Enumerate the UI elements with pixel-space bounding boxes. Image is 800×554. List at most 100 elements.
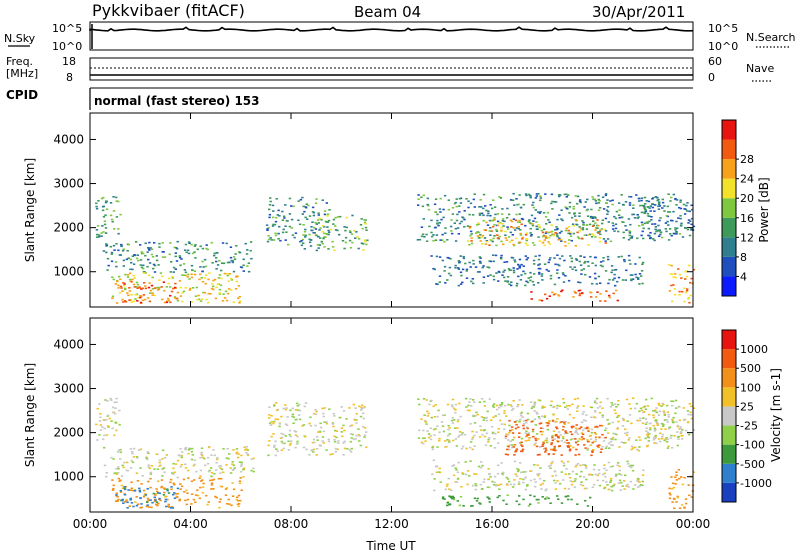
data-cell — [505, 415, 508, 417]
data-cell — [562, 464, 566, 467]
data-cell — [493, 447, 497, 449]
data-cell — [478, 212, 482, 215]
data-cell — [543, 415, 547, 417]
data-cell — [628, 234, 631, 237]
data-cell — [638, 481, 641, 483]
data-cell — [541, 496, 544, 498]
data-cell — [622, 442, 626, 444]
data-cell — [604, 447, 608, 449]
data-cell — [514, 219, 518, 222]
data-cell — [593, 401, 597, 404]
data-cell — [473, 401, 476, 403]
data-cell — [446, 239, 449, 241]
data-cell — [426, 415, 430, 417]
data-cell — [284, 225, 287, 227]
data-cell — [644, 210, 648, 213]
data-cell — [649, 210, 652, 212]
data-cell — [316, 244, 320, 246]
data-cell — [193, 463, 196, 466]
data-cell — [617, 256, 620, 258]
data-cell — [588, 233, 592, 236]
data-cell — [186, 276, 189, 278]
data-cell — [543, 244, 546, 247]
data-cell — [122, 282, 125, 284]
data-cell — [677, 438, 680, 440]
data-cell — [363, 406, 366, 408]
data-cell — [343, 429, 346, 432]
data-cell — [500, 229, 503, 232]
data-cell — [672, 276, 675, 278]
data-cell — [267, 226, 270, 229]
data-cell — [590, 208, 593, 211]
data-cell — [435, 283, 438, 285]
data-cell — [528, 219, 531, 221]
data-cell — [190, 458, 194, 461]
data-cell — [508, 448, 511, 451]
data-cell — [448, 433, 451, 435]
data-cell — [149, 499, 152, 501]
data-cell — [423, 236, 426, 238]
data-cell — [308, 233, 311, 236]
data-cell — [555, 226, 558, 228]
data-cell — [605, 469, 608, 472]
data-cell — [491, 432, 494, 435]
data-cell — [273, 444, 276, 447]
data-cell — [485, 209, 488, 212]
data-cell — [582, 438, 585, 440]
data-cell — [541, 482, 544, 485]
data-cell — [161, 298, 164, 301]
data-cell — [656, 424, 659, 426]
data-cell — [568, 206, 572, 208]
data-cell — [506, 478, 510, 480]
data-cell — [646, 215, 650, 217]
data-cell — [537, 193, 540, 195]
data-cell — [550, 448, 553, 451]
data-cell — [553, 479, 556, 482]
data-cell — [288, 213, 292, 215]
data-cell — [599, 264, 603, 267]
data-cell — [336, 229, 339, 232]
data-cell — [184, 271, 188, 274]
data-cell — [179, 483, 182, 485]
data-cell — [289, 409, 292, 412]
data-cell — [348, 239, 352, 242]
data-cell — [515, 198, 518, 200]
data-cell — [316, 439, 319, 441]
data-cell — [612, 485, 615, 487]
data-cell — [218, 274, 222, 276]
data-cell — [532, 220, 535, 222]
data-cell — [500, 254, 503, 257]
data-cell — [492, 254, 495, 256]
data-cell — [511, 432, 515, 434]
data-cell — [601, 479, 605, 482]
data-cell — [524, 224, 527, 227]
data-cell — [689, 281, 692, 284]
data-cell — [492, 278, 496, 281]
data-cell — [225, 299, 229, 302]
data-cell — [604, 230, 608, 232]
data-cell — [237, 456, 240, 459]
data-cell — [553, 448, 556, 451]
data-cell — [141, 299, 145, 302]
data-cell — [144, 242, 147, 245]
data-cell — [577, 453, 581, 456]
data-cell — [498, 495, 501, 497]
data-cell — [501, 213, 504, 215]
data-cell — [155, 453, 158, 456]
data-cell — [613, 433, 616, 435]
data-cell — [657, 423, 660, 425]
data-cell — [634, 273, 637, 276]
data-cell — [211, 262, 214, 264]
data-cell — [583, 262, 586, 264]
data-cell — [581, 227, 585, 229]
data-cell — [562, 435, 565, 438]
data-cell — [609, 466, 612, 468]
velocity-data-cells — [95, 397, 696, 510]
data-cell — [446, 483, 449, 486]
data-cell — [634, 263, 637, 265]
data-cell — [327, 219, 331, 222]
colorbar-tick-label: 500 — [740, 362, 761, 375]
data-cell — [530, 214, 534, 217]
data-cell — [514, 444, 517, 446]
data-cell — [631, 213, 634, 216]
